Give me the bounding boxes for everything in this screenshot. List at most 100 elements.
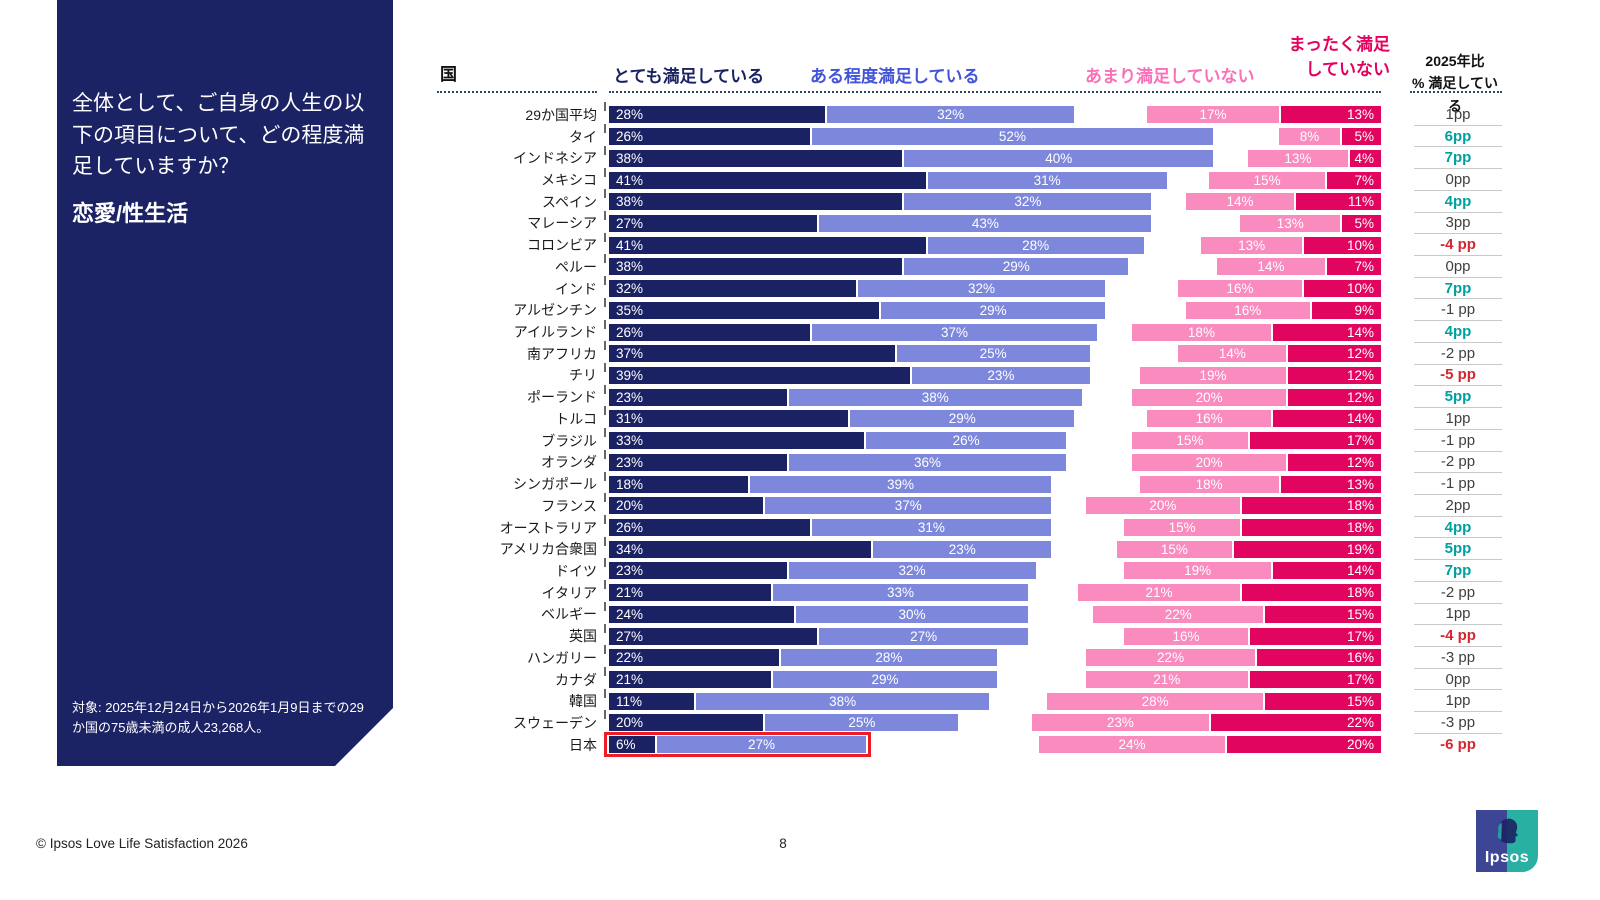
bar-segment-very-satisfied: 20% — [609, 714, 764, 732]
bar-segment-very-satisfied: 31% — [609, 410, 849, 428]
bar-value-label: 15% — [1176, 433, 1204, 449]
base-footnote: 対象: 2025年12月24日から2026年1月9日までの29か国の75歳未満の… — [72, 700, 364, 736]
bar-track: 37% 25% 14% 12% — [604, 341, 1381, 363]
bar-value-label: 38% — [616, 150, 644, 166]
bar-track: 20% 37% 20% 18% — [604, 493, 1381, 515]
bar-segment-very-satisfied: 24% — [609, 605, 795, 623]
bar-segment-somewhat-satisfied: 29% — [850, 410, 1075, 428]
bar-value-label: 18% — [1195, 476, 1223, 492]
country-row: ペルー 38% 29% 14% 7% 0pp — [437, 254, 1507, 278]
bar-value-label: 21% — [616, 672, 644, 688]
bar-segment-not-at-all-satisfied: 11% — [1296, 193, 1381, 211]
bar-segment-very-satisfied: 27% — [609, 627, 818, 645]
bar-segment-somewhat-satisfied: 36% — [788, 453, 1067, 471]
bar-segment-very-satisfied: 23% — [609, 562, 787, 580]
bar-track: 34% 23% 15% 19% — [604, 536, 1381, 558]
bar-track: 27% 27% 16% 17% — [604, 623, 1381, 645]
bar-value-label: 16% — [1234, 302, 1262, 318]
bar-segment-not-very-satisfied: 14% — [1186, 193, 1295, 211]
country-label: シンガポール — [513, 476, 597, 493]
change-column-header: 2025年比 % 満足している — [1412, 53, 1498, 114]
bar-track: 26% 37% 18% 14% — [604, 319, 1381, 341]
bar-segment-not-very-satisfied: 14% — [1216, 258, 1325, 276]
bar-segment-very-satisfied: 26% — [609, 323, 810, 341]
bar-track: 41% 28% 13% 10% — [604, 232, 1381, 254]
bar-value-label: 18% — [1346, 585, 1374, 601]
bar-segment-somewhat-satisfied: 27% — [819, 627, 1028, 645]
bar-value-label: 38% — [616, 194, 644, 210]
country-column-header: 国 — [440, 65, 457, 84]
bar-value-label: 29% — [1002, 259, 1030, 275]
bar-value-label: 52% — [998, 129, 1026, 145]
country-row: ポーランド 23% 38% 20% 12% 5pp — [437, 384, 1507, 409]
bar-value-label: 35% — [616, 302, 644, 318]
change-vs-2025-value: -1 pp — [1414, 430, 1502, 452]
bar-value-label: 21% — [1145, 585, 1173, 601]
bar-segment-not-at-all-satisfied: 5% — [1342, 128, 1381, 146]
country-row: カナダ 21% 29% 21% 17% 0pp — [437, 667, 1507, 691]
country-label: ブラジル — [541, 432, 597, 449]
bar-segment-somewhat-satisfied: 37% — [811, 323, 1098, 341]
bar-value-label: 13% — [1346, 107, 1374, 123]
bar-segment-somewhat-satisfied: 31% — [927, 171, 1167, 189]
bar-segment-somewhat-satisfied: 33% — [773, 584, 1028, 602]
bar-segment-somewhat-satisfied: 25% — [896, 345, 1090, 363]
bar-segment-somewhat-satisfied: 32% — [904, 193, 1152, 211]
ipsos-logo: Ipsos — [1476, 810, 1538, 872]
stacked-bar-chart: 29か国平均 28% 32% 17% 13% 1pp タイ 26% 52% 8% 5% 6pp インドネ… — [437, 102, 1507, 758]
change-vs-2025-value: 0pp — [1414, 169, 1502, 191]
bar-segment-not-very-satisfied: 22% — [1085, 649, 1256, 667]
legend-not-very-satisfied: あまり満足していない — [1085, 67, 1255, 86]
country-row: メキシコ 41% 31% 15% 7% 0pp — [437, 167, 1507, 191]
bar-segment-not-very-satisfied: 17% — [1147, 106, 1279, 124]
bar-value-label: 21% — [1153, 672, 1181, 688]
bar-value-label: 22% — [616, 650, 644, 666]
bar-segment-not-at-all-satisfied: 13% — [1280, 106, 1381, 124]
change-vs-2025-value: -1 pp — [1414, 299, 1502, 322]
bar-value-label: 41% — [616, 237, 644, 253]
change-vs-2025-value: 0pp — [1414, 256, 1502, 278]
bar-value-label: 28% — [875, 650, 903, 666]
bar-value-label: 12% — [1346, 454, 1374, 470]
bar-track: 38% 40% 13% 4% — [604, 145, 1381, 167]
country-label: スペイン — [541, 193, 597, 210]
bar-value-label: 32% — [616, 281, 644, 297]
country-row: アイルランド 26% 37% 18% 14% 4pp — [437, 319, 1507, 343]
bar-value-label: 32% — [898, 563, 926, 579]
bar-value-label: 10% — [1346, 281, 1374, 297]
bar-segment-not-at-all-satisfied: 17% — [1249, 627, 1381, 645]
bar-segment-not-very-satisfied: 20% — [1131, 453, 1287, 471]
bar-value-label: 25% — [848, 715, 876, 731]
bar-segment-not-at-all-satisfied: 10% — [1303, 280, 1381, 298]
bar-segment-not-very-satisfied: 15% — [1116, 540, 1233, 558]
legend-very-satisfied: とても満足している — [613, 67, 765, 86]
country-label: アルゼンチン — [513, 302, 597, 319]
bar-segment-not-very-satisfied: 15% — [1209, 171, 1325, 189]
bar-value-label: 38% — [616, 259, 644, 275]
change-vs-2025-value: -1 pp — [1414, 473, 1502, 495]
change-vs-2025-value: -6 pp — [1440, 736, 1476, 754]
bar-segment-not-very-satisfied: 16% — [1147, 410, 1271, 428]
bar-value-label: 23% — [948, 541, 976, 557]
bar-value-label: 39% — [616, 367, 644, 383]
bar-value-label: 37% — [894, 498, 922, 514]
change-vs-2025-value: 1pp — [1414, 690, 1502, 713]
face-silhouette-icon — [1497, 818, 1519, 844]
page-number: 8 — [779, 836, 787, 851]
bar-value-label: 23% — [616, 563, 644, 579]
bar-value-label: 39% — [886, 476, 914, 492]
change-vs-2025-value: 0pp — [1414, 669, 1502, 691]
bar-segment-not-very-satisfied: 8% — [1278, 128, 1341, 146]
bar-value-label: 17% — [1199, 107, 1227, 123]
bar-value-label: 23% — [987, 367, 1015, 383]
country-row: チリ 39% 23% 19% 12% -5 pp — [437, 362, 1507, 387]
change-vs-2025-value: -5 pp — [1414, 365, 1502, 387]
bar-value-label: 21% — [616, 585, 644, 601]
logo-wordmark: Ipsos — [1484, 849, 1530, 866]
bar-segment-somewhat-satisfied: 32% — [827, 106, 1075, 124]
country-label: コロンビア — [527, 237, 597, 254]
country-header-divider — [437, 83, 597, 93]
country-label: 韓国 — [569, 693, 597, 710]
bar-segment-not-very-satisfied: 24% — [1039, 736, 1225, 754]
